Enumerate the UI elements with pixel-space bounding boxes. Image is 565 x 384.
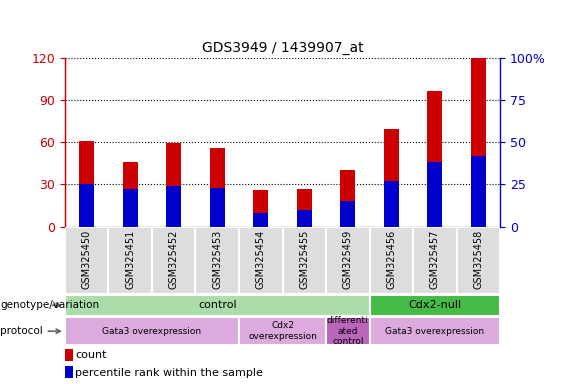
Bar [370,227,413,294]
Bar [123,162,138,227]
Bar [370,295,500,316]
Text: GSM325455: GSM325455 [299,230,309,289]
Bar [239,317,326,345]
Text: GSM325459: GSM325459 [343,230,353,289]
Text: genotype/variation: genotype/variation [0,300,99,310]
Text: Gata3 overexpression: Gata3 overexpression [385,327,484,336]
Bar [65,317,239,345]
Bar [326,317,370,345]
Bar [65,349,73,361]
Bar [210,148,225,227]
Bar [239,227,282,294]
Bar [384,129,399,227]
Text: Cdx2-null: Cdx2-null [408,300,462,310]
Bar [166,186,181,227]
Bar [340,201,355,227]
Bar [282,227,326,294]
Bar [253,213,268,227]
Bar [123,189,138,227]
Text: protocol: protocol [0,326,60,336]
Bar [195,227,239,294]
Text: differenti
ated
control: differenti ated control [327,316,368,346]
Bar [210,188,225,227]
Title: GDS3949 / 1439907_at: GDS3949 / 1439907_at [202,41,363,55]
Bar [427,162,442,227]
Bar [253,190,268,227]
Bar [65,366,73,379]
Bar [79,141,94,227]
Text: GSM325458: GSM325458 [473,230,483,289]
Text: GSM325451: GSM325451 [125,230,135,289]
Text: GSM325456: GSM325456 [386,230,396,289]
Bar [413,227,457,294]
Text: control: control [198,300,237,310]
Bar [384,181,399,227]
Bar [471,156,486,227]
Text: percentile rank within the sample: percentile rank within the sample [75,367,263,377]
Text: GSM325453: GSM325453 [212,230,222,289]
Bar [79,184,94,227]
Bar [326,227,370,294]
Text: count: count [75,350,107,360]
Bar [65,295,370,316]
Bar [297,189,312,227]
Bar [65,227,108,294]
Bar [166,144,181,227]
Text: Gata3 overexpression: Gata3 overexpression [102,327,202,336]
Text: GSM325457: GSM325457 [430,230,440,289]
Bar [427,91,442,227]
Text: Cdx2
overexpression: Cdx2 overexpression [248,321,317,341]
Bar [457,227,500,294]
Bar [471,58,486,227]
Bar [340,170,355,227]
Bar [370,317,500,345]
Text: GSM325454: GSM325454 [256,230,266,289]
Bar [297,210,312,227]
Text: GSM325450: GSM325450 [82,230,92,289]
Text: GSM325452: GSM325452 [169,230,179,289]
Bar [108,227,152,294]
Bar [152,227,195,294]
